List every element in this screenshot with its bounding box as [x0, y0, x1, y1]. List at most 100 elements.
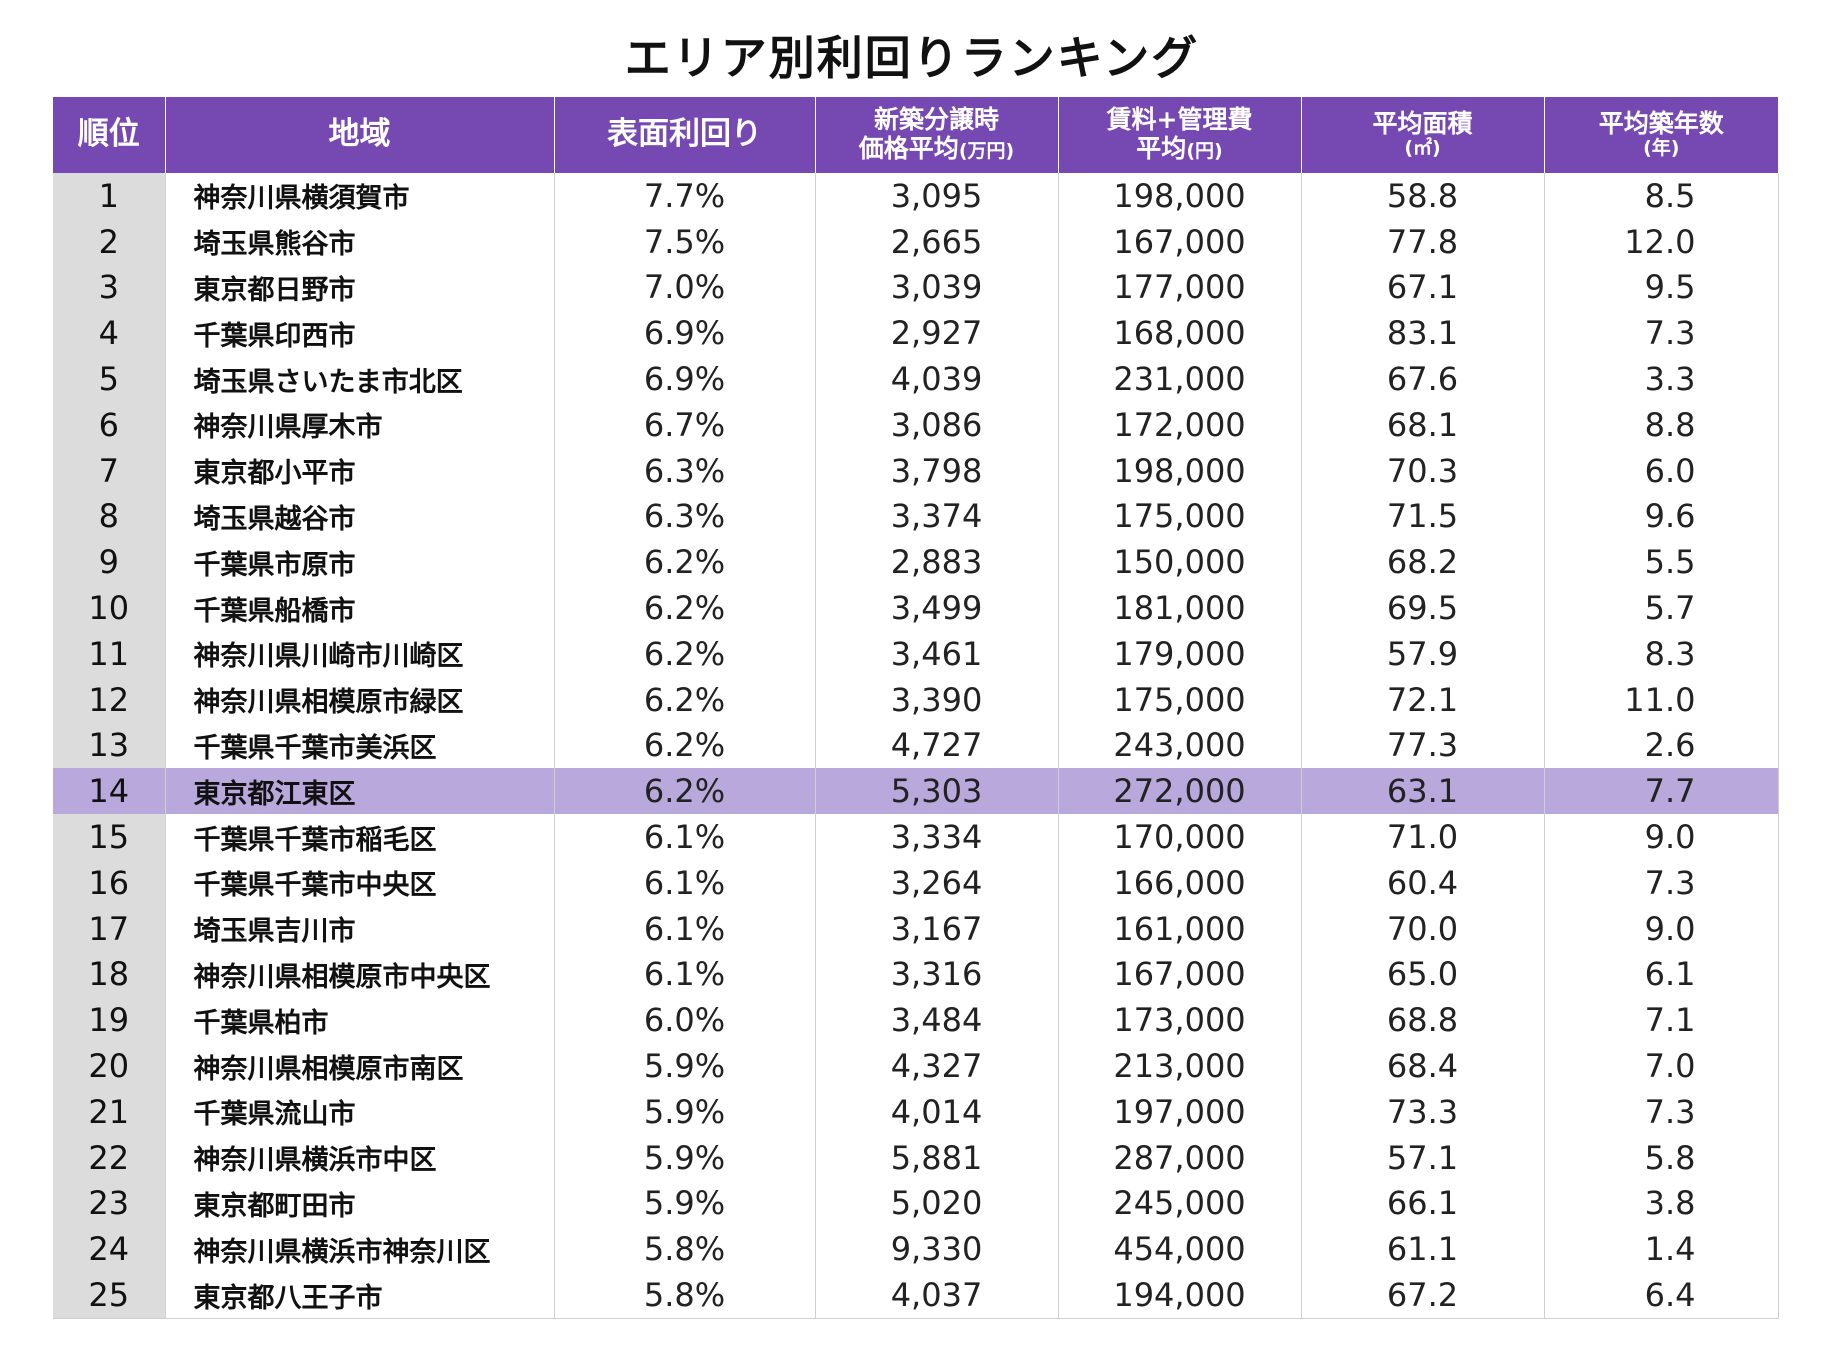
cell-rank: 10: [53, 585, 165, 631]
header-price-line1: 新築分譲時: [873, 105, 999, 135]
cell-age: 6.4: [1543, 1272, 1779, 1319]
cell-rank: 9: [53, 539, 165, 586]
cell-rent: 198,000: [1057, 173, 1301, 219]
cell-sqm: 70.3: [1300, 447, 1544, 494]
cell-sqm: 69.5: [1300, 585, 1544, 631]
header-area-label: 地域: [328, 116, 391, 153]
cell-sqm: 65.0: [1300, 951, 1544, 998]
cell-rank: 22: [53, 1134, 165, 1181]
cell-rent: 175,000: [1057, 676, 1301, 723]
table-row: 22 神奈川県横浜市中区 5.9% 5,881 287,000 57.1 5.8: [53, 1134, 1779, 1181]
cell-rank: 19: [53, 997, 165, 1044]
cell-rent: 150,000: [1057, 539, 1301, 586]
cell-price: 3,390: [814, 676, 1058, 723]
cell-sqm: 71.5: [1300, 493, 1544, 540]
table-row: 21 千葉県流山市 5.9% 4,014 197,000 73.3 7.3: [53, 1088, 1779, 1135]
cell-rent: 197,000: [1057, 1088, 1301, 1135]
cell-price: 4,727: [814, 722, 1058, 769]
table-row: 3 東京都日野市 7.0% 3,039 177,000 67.1 9.5: [53, 264, 1779, 311]
header-price-line2: 価格平均: [858, 134, 959, 163]
cell-yield: 7.0%: [553, 264, 815, 311]
cell-yield: 6.2%: [553, 630, 815, 677]
table-row: 15 千葉県千葉市稲毛区 6.1% 3,334 170,000 71.0 9.0: [53, 814, 1779, 860]
cell-age: 5.7: [1543, 585, 1779, 631]
cell-price: 3,086: [814, 401, 1058, 448]
cell-age: 5.8: [1543, 1134, 1779, 1181]
cell-area: 神奈川県相模原市中央区: [164, 951, 554, 998]
cell-sqm: 77.3: [1300, 722, 1544, 769]
header-row: 順位 地域 表面利回り 新築分譲時 価格平均(万円) 賃料+管理費 平均(円): [53, 97, 1778, 173]
table-row: 1 神奈川県横須賀市 7.7% 3,095 198,000 58.8 8.5: [53, 173, 1779, 219]
cell-rank: 20: [53, 1043, 165, 1089]
cell-age: 6.0: [1543, 447, 1779, 494]
cell-yield: 6.1%: [553, 859, 815, 906]
cell-sqm: 63.1: [1300, 768, 1544, 815]
cell-yield: 6.1%: [553, 905, 815, 952]
table-row: 25 東京都八王子市 5.8% 4,037 194,000 67.2 6.4: [53, 1272, 1779, 1319]
cell-age: 11.0: [1543, 676, 1779, 723]
cell-rent: 173,000: [1057, 997, 1301, 1044]
cell-area: 千葉県市原市: [164, 539, 554, 586]
cell-age: 8.3: [1543, 630, 1779, 677]
cell-area: 千葉県千葉市稲毛区: [164, 814, 554, 860]
cell-area: 東京都町田市: [164, 1180, 554, 1227]
cell-sqm: 67.1: [1300, 264, 1544, 311]
cell-sqm: 77.8: [1300, 218, 1544, 265]
cell-yield: 6.0%: [553, 997, 815, 1044]
cell-rank: 17: [53, 905, 165, 952]
cell-yield: 6.2%: [553, 585, 815, 631]
cell-price: 3,264: [814, 859, 1058, 906]
cell-sqm: 72.1: [1300, 676, 1544, 723]
table-row: 11 神奈川県川崎市川崎区 6.2% 3,461 179,000 57.9 8.3: [53, 630, 1779, 677]
cell-age: 9.0: [1543, 905, 1779, 952]
cell-sqm: 66.1: [1300, 1180, 1544, 1227]
cell-yield: 7.5%: [553, 218, 815, 265]
cell-rent: 179,000: [1057, 630, 1301, 677]
header-rent-unit: (円): [1186, 140, 1223, 162]
table-row: 18 神奈川県相模原市中央区 6.1% 3,316 167,000 65.0 6.1: [53, 951, 1779, 998]
cell-age: 1.4: [1543, 1226, 1779, 1273]
header-sqm-line1: 平均面積: [1372, 108, 1473, 138]
table-row: 6 神奈川県厚木市 6.7% 3,086 172,000 68.1 8.8: [53, 401, 1779, 448]
cell-yield: 6.1%: [553, 951, 815, 998]
header-rank: 順位: [53, 97, 165, 173]
cell-rent: 168,000: [1057, 310, 1301, 357]
cell-price: 3,499: [814, 585, 1058, 631]
cell-rank: 18: [53, 951, 165, 998]
cell-rent: 170,000: [1057, 814, 1301, 860]
cell-rent: 194,000: [1057, 1272, 1301, 1319]
header-rent-line1: 賃料+管理費: [1106, 105, 1253, 135]
cell-sqm: 68.8: [1300, 997, 1544, 1044]
cell-area: 東京都小平市: [164, 447, 554, 494]
cell-area: 東京都八王子市: [164, 1272, 554, 1319]
cell-age: 7.3: [1543, 1088, 1779, 1135]
header-price-unit: (万円): [958, 140, 1015, 162]
cell-rank: 21: [53, 1088, 165, 1135]
header-area: 地域: [164, 97, 554, 173]
cell-price: 4,327: [814, 1043, 1058, 1089]
header-age: 平均築年数 (年): [1543, 97, 1778, 173]
cell-rent: 213,000: [1057, 1043, 1301, 1089]
cell-rent: 167,000: [1057, 951, 1301, 998]
cell-rank: 5: [53, 356, 165, 402]
cell-rank: 15: [53, 814, 165, 860]
cell-rent: 454,000: [1057, 1226, 1301, 1273]
header-rent: 賃料+管理費 平均(円): [1057, 97, 1301, 173]
cell-price: 2,665: [814, 218, 1058, 265]
table-header: 順位 地域 表面利回り 新築分譲時 価格平均(万円) 賃料+管理費 平均(円): [53, 97, 1778, 173]
cell-yield: 7.7%: [553, 173, 815, 219]
cell-sqm: 68.4: [1300, 1043, 1544, 1089]
header-rank-label: 順位: [77, 116, 140, 153]
cell-price: 5,881: [814, 1134, 1058, 1181]
table-row: 16 千葉県千葉市中央区 6.1% 3,264 166,000 60.4 7.3: [53, 859, 1779, 906]
cell-area: 千葉県流山市: [164, 1088, 554, 1135]
cell-age: 8.8: [1543, 401, 1779, 448]
cell-price: 4,039: [814, 356, 1058, 402]
cell-rent: 177,000: [1057, 264, 1301, 311]
cell-sqm: 61.1: [1300, 1226, 1544, 1273]
cell-yield: 6.2%: [553, 722, 815, 769]
cell-rank: 1: [53, 173, 165, 219]
cell-yield: 6.2%: [553, 676, 815, 723]
cell-rent: 167,000: [1057, 218, 1301, 265]
header-age-line1: 平均築年数: [1598, 108, 1724, 138]
